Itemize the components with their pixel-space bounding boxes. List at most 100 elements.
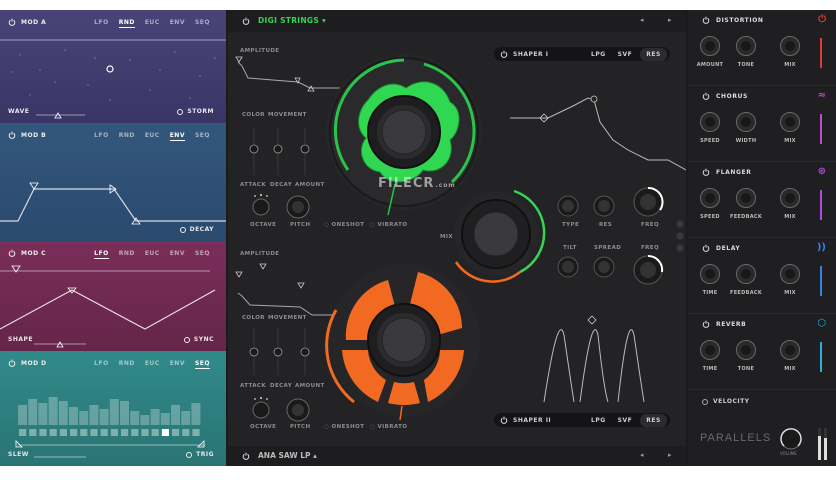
seq-step-gate[interactable] (161, 429, 169, 436)
power-icon[interactable] (8, 18, 16, 26)
tab-lfo[interactable]: LFO (94, 250, 109, 259)
preset-selector-bottom[interactable]: ANA SAW LP ▴ (258, 451, 317, 460)
tab-env[interactable]: ENV (169, 19, 185, 26)
tab-env[interactable]: ENV (169, 132, 185, 141)
sync-toggle[interactable]: SYNC (183, 336, 214, 343)
tab-rnd[interactable]: RND (118, 19, 135, 28)
storm-toggle[interactable]: STORM (177, 108, 214, 115)
fx-knob[interactable] (780, 112, 800, 132)
prev-preset-icon[interactable]: ◂ (640, 451, 644, 459)
shaper-2-selector[interactable]: SHAPER II LPG SVF RES (494, 413, 670, 427)
seq-step-gate[interactable] (49, 429, 57, 436)
oneshot-toggle-1[interactable]: ◌ ONESHOT (324, 222, 365, 228)
power-icon[interactable] (8, 359, 16, 367)
tab-seq[interactable]: SEQ (194, 132, 210, 139)
res-button[interactable]: RES (640, 47, 667, 61)
seq-step-gate[interactable] (19, 429, 27, 436)
seq-step-bar[interactable] (150, 409, 160, 425)
seq-step-gate[interactable] (141, 429, 149, 436)
seq-step-gate[interactable] (110, 429, 118, 436)
seq-step-gate[interactable] (151, 429, 159, 436)
seq-step-bar[interactable] (69, 407, 78, 425)
res-button[interactable]: RES (640, 413, 667, 427)
svf-button[interactable]: SVF (617, 50, 633, 58)
seq-step-bar[interactable] (58, 401, 68, 425)
seq-step-bar[interactable] (181, 411, 191, 425)
next-preset-icon[interactable]: ▸ (668, 16, 672, 24)
vibrato-toggle-1[interactable]: ◌ VIBRATO (370, 222, 408, 228)
tab-euc[interactable]: EUC (144, 250, 160, 257)
seq-step-bar[interactable] (89, 405, 99, 425)
seq-step-bar[interactable] (48, 397, 58, 425)
svf-button[interactable]: SVF (617, 416, 633, 424)
seq-step-gate[interactable] (70, 429, 78, 436)
sequencer-grid[interactable] (0, 351, 226, 466)
seq-step-bar[interactable] (99, 409, 109, 425)
tab-rnd[interactable]: RND (118, 360, 135, 367)
tab-seq[interactable]: SEQ (194, 360, 210, 369)
seq-step-bar[interactable] (18, 405, 27, 425)
seq-step-gate[interactable] (131, 429, 139, 436)
power-icon[interactable] (702, 168, 710, 176)
tab-rnd[interactable]: RND (118, 132, 135, 139)
seq-step-gate[interactable] (29, 429, 37, 436)
tab-env[interactable]: ENV (169, 360, 185, 367)
lpg-button[interactable]: LPG (591, 50, 606, 58)
tab-rnd[interactable]: RND (118, 250, 135, 257)
fx-knob[interactable] (780, 36, 800, 56)
volume-knob[interactable] (776, 424, 806, 454)
fx-knob[interactable] (736, 112, 756, 132)
seq-step-bar[interactable] (191, 403, 201, 425)
tab-euc[interactable]: EUC (144, 19, 160, 26)
fx-knob[interactable] (780, 264, 800, 284)
seq-step-bar[interactable] (38, 403, 48, 425)
fx-knob[interactable] (780, 340, 800, 360)
tab-lfo[interactable]: LFO (94, 19, 109, 26)
tab-lfo[interactable]: LFO (94, 132, 109, 139)
fx-knob[interactable] (736, 36, 756, 56)
prev-preset-icon[interactable]: ◂ (640, 16, 644, 24)
seq-step-gate[interactable] (172, 429, 180, 436)
seq-step-gate[interactable] (39, 429, 47, 436)
tab-seq[interactable]: SEQ (194, 250, 210, 257)
seq-step-bar[interactable] (79, 411, 89, 425)
seq-step-bar[interactable] (109, 399, 119, 425)
tab-euc[interactable]: EUC (144, 132, 160, 139)
power-icon[interactable] (8, 249, 16, 257)
power-icon[interactable] (702, 244, 710, 252)
vibrato-toggle-2[interactable]: ◌ VIBRATO (370, 424, 408, 430)
fx-knob[interactable] (736, 264, 756, 284)
seq-step-bar[interactable] (140, 415, 150, 425)
power-icon[interactable] (500, 50, 508, 58)
power-icon[interactable] (8, 131, 16, 139)
fx-knob[interactable] (700, 188, 720, 208)
power-icon[interactable] (242, 452, 250, 460)
seq-step-bar[interactable] (171, 405, 180, 425)
tab-euc[interactable]: EUC (144, 360, 160, 367)
fx-knob[interactable] (700, 264, 720, 284)
trig-toggle[interactable]: TRIG (186, 451, 214, 458)
seq-step-gate[interactable] (100, 429, 108, 436)
fx-knob[interactable] (736, 188, 756, 208)
decay-toggle[interactable]: DECAY (179, 226, 214, 233)
seq-step-gate[interactable] (121, 429, 129, 436)
seq-step-bar[interactable] (160, 413, 170, 425)
seq-step-gate[interactable] (182, 429, 190, 436)
shaper-1-selector[interactable]: SHAPER I LPG SVF RES (494, 47, 670, 61)
next-preset-icon[interactable]: ▸ (668, 451, 672, 459)
seq-step-bar[interactable] (130, 411, 140, 425)
power-icon[interactable] (702, 92, 710, 100)
seq-step-gate[interactable] (90, 429, 98, 436)
tab-seq[interactable]: SEQ (194, 19, 210, 26)
oneshot-toggle-2[interactable]: ◌ ONESHOT (324, 424, 365, 430)
power-icon[interactable] (702, 16, 710, 24)
fx-knob[interactable] (700, 36, 720, 56)
power-icon[interactable] (702, 320, 710, 328)
tab-env[interactable]: ENV (169, 250, 185, 257)
velocity-row[interactable]: VELOCITY (702, 398, 750, 405)
seq-step-gate[interactable] (192, 429, 200, 436)
power-icon[interactable] (500, 416, 508, 424)
lpg-button[interactable]: LPG (591, 416, 606, 424)
fx-knob[interactable] (736, 340, 756, 360)
seq-step-bar[interactable] (28, 399, 38, 425)
